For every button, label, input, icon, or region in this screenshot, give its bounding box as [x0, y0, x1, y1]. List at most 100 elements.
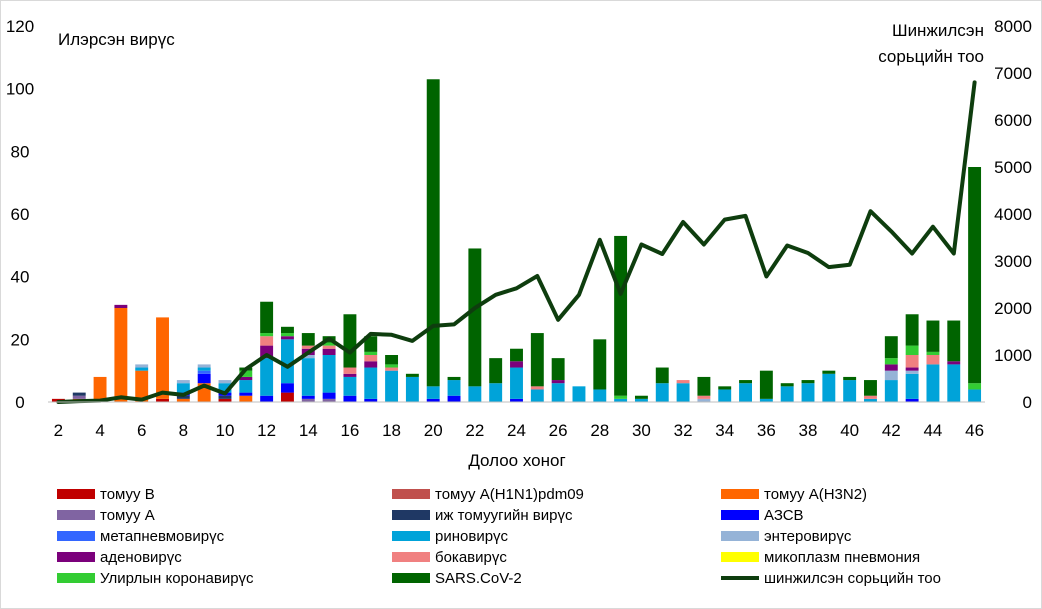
bar-segment [530, 333, 544, 387]
x-axis-title: Долоо хоног [468, 451, 566, 470]
bar-segment [759, 398, 773, 402]
bar-segment [718, 389, 732, 402]
x-tick-label: 34 [715, 421, 734, 440]
bar-segment [697, 395, 711, 399]
x-tick-label: 36 [757, 421, 776, 440]
bar-segment [343, 373, 357, 377]
bar-segment [197, 367, 211, 371]
bar-segment [135, 367, 149, 371]
bar-segment [864, 398, 877, 402]
bar-segment [239, 395, 253, 402]
bar-segment [843, 380, 857, 402]
bar-segment [260, 301, 274, 334]
bar-segment [905, 398, 919, 402]
bar-segment [239, 370, 253, 377]
bar-segment [343, 314, 357, 368]
right-tick-label: 0 [1023, 393, 1032, 412]
right-tick-label: 7000 [994, 64, 1032, 83]
bar-segment [676, 383, 690, 402]
bar-segment [135, 364, 149, 368]
bar-segment [489, 358, 503, 384]
x-tick-label: 2 [54, 421, 63, 440]
x-tick-label: 44 [923, 421, 942, 440]
right-axis-title-line1: Шинжилсэн [891, 21, 984, 40]
bar-segment [780, 383, 794, 387]
bar-segment [801, 383, 815, 402]
bar-segment [322, 348, 336, 355]
bar-segment [551, 358, 565, 381]
x-tick-label: 40 [840, 421, 859, 440]
x-tick-label: 26 [549, 421, 568, 440]
bar-segment [551, 383, 565, 402]
bar-segment [697, 398, 711, 402]
bar-segment [489, 383, 503, 402]
bar-segment [343, 367, 357, 374]
bar-segment [884, 364, 898, 371]
bar-segment [364, 361, 378, 368]
tested-samples-line [56, 80, 977, 404]
right-tick-label: 4000 [994, 205, 1032, 224]
x-tick-label: 42 [882, 421, 901, 440]
right-tick-label: 3000 [994, 252, 1032, 271]
bar-segment [343, 395, 357, 402]
bar-segment [385, 370, 399, 402]
x-tick-label: 20 [424, 421, 443, 440]
bar-segment [281, 326, 294, 334]
bar-segment [426, 79, 440, 387]
bar-segment [614, 398, 628, 402]
bar-segment [905, 373, 919, 399]
bar-segment [780, 386, 794, 402]
bar-segment [197, 370, 211, 374]
right-tick-label: 2000 [994, 299, 1032, 318]
bar-segment [385, 367, 399, 371]
bar-segment [426, 398, 440, 402]
bar-segment [864, 395, 877, 399]
right-tick-label: 6000 [994, 111, 1032, 130]
bar-segment [93, 376, 107, 402]
bar-segment [239, 392, 253, 396]
bar-segment [239, 380, 253, 393]
bar-segment [947, 320, 961, 362]
left-tick-label: 100 [6, 80, 34, 99]
bar-segment [260, 395, 274, 402]
bar-segment [176, 395, 190, 399]
bar-segment [301, 395, 315, 399]
bar-segment [905, 314, 919, 346]
bar-segment [156, 398, 169, 402]
bar-segment [176, 398, 190, 402]
bar-segment [447, 380, 461, 396]
bar-segment [739, 380, 752, 384]
left-tick-label: 20 [11, 330, 30, 349]
bar-segment [884, 358, 898, 365]
right-tick-label: 1000 [994, 346, 1032, 365]
bar-segment [197, 364, 211, 368]
bar-segment [905, 370, 919, 374]
bar-segment [301, 358, 315, 396]
bar-segment [385, 355, 399, 365]
x-tick-label: 12 [257, 421, 276, 440]
bar-segment [884, 370, 898, 381]
bar-segment [260, 333, 274, 337]
bar-segment [260, 358, 274, 396]
bar-segment [884, 380, 898, 402]
bar-segment [801, 380, 815, 384]
bar-segment [968, 383, 982, 390]
bar-segment [218, 398, 232, 402]
bar-segment [114, 304, 128, 308]
bar-segment [281, 383, 294, 393]
bar-segment [947, 361, 961, 365]
bar-segment [510, 367, 523, 399]
bar-segment [634, 395, 648, 399]
bar-segment [176, 383, 190, 393]
bar-segment [405, 373, 419, 377]
x-tick-label: 32 [674, 421, 693, 440]
bar-segment [843, 376, 857, 381]
bar-segment [281, 333, 294, 337]
bar-segment [614, 395, 628, 399]
left-axis-title: Илэрсэн вирүс [58, 30, 175, 49]
bar-segment [447, 376, 461, 381]
bar-segment [510, 348, 523, 362]
bar-segment [447, 395, 461, 402]
bar-segment [322, 342, 336, 346]
